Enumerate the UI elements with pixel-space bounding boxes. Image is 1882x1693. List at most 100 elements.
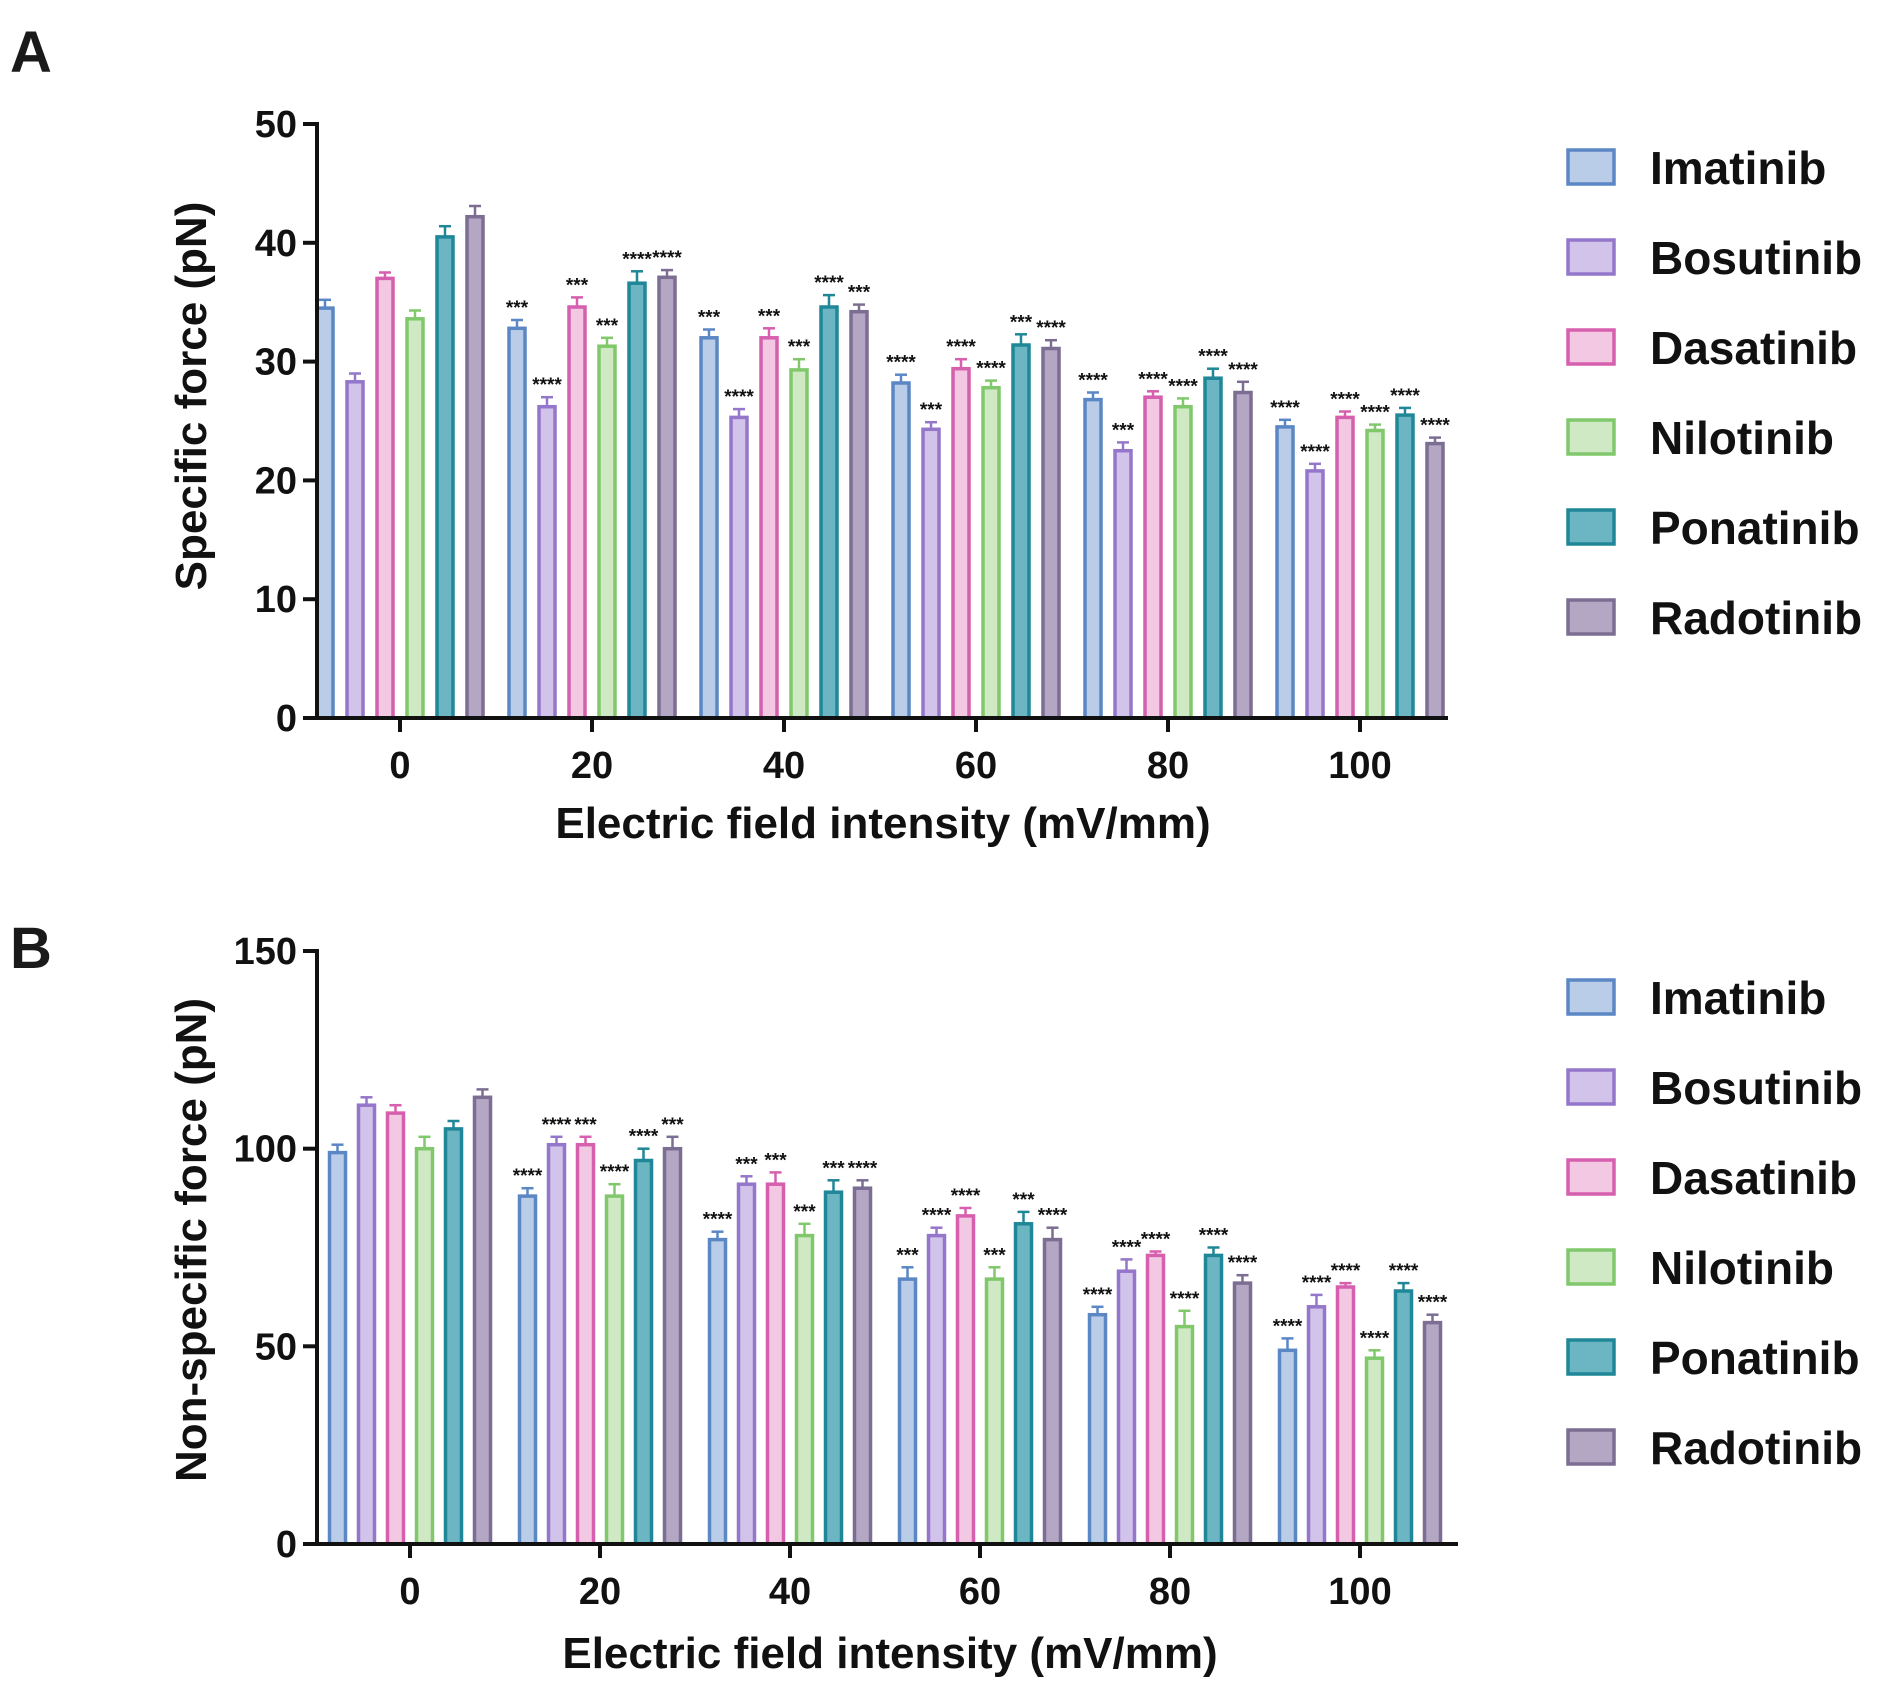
panel-b-sig-nilotinib-20: **** <box>600 1162 630 1183</box>
panel-a-legend-swatch-dasatinib <box>1566 328 1616 366</box>
panel-b-bar-dasatinib-40 <box>765 1182 786 1546</box>
panel-a-bar-ponatinib-60 <box>1011 343 1031 720</box>
panel-a-legend-item-bosutinib: Bosutinib <box>1566 232 1862 284</box>
panel-b-error-bar-ponatinib-20 <box>637 1147 650 1161</box>
panel-b-sig-bosutinib-40: *** <box>735 1154 758 1175</box>
panel-b-error-bar-bosutinib-60 <box>930 1226 943 1236</box>
panel-a-sig-bosutinib-20: **** <box>532 375 562 396</box>
panel-a-error-bar-dasatinib-80 <box>1147 390 1159 398</box>
panel-a-sig-dasatinib-20: *** <box>566 275 589 296</box>
panel-b-sig-ponatinib-40: *** <box>822 1158 845 1179</box>
panel-a-legend-label-ponatinib: Ponatinib <box>1650 502 1860 554</box>
panel-b-bar-nilotinib-80 <box>1174 1324 1195 1546</box>
panel-b-error-bar-nilotinib-100 <box>1368 1349 1381 1359</box>
panel-a-error-bar-ponatinib-0 <box>439 224 451 237</box>
panel-b-sig-imatinib-20: **** <box>513 1166 543 1187</box>
panel-a-error-bar-ponatinib-40 <box>823 293 835 307</box>
panel-b-y-tick-label-0: 0 <box>276 1524 297 1566</box>
panel-b-sig-radotinib-20: *** <box>661 1115 684 1136</box>
panel-b-bar-bosutinib-80 <box>1116 1269 1137 1546</box>
panel-a-bar-radotinib-0 <box>465 214 485 720</box>
panel-b-bar-ponatinib-100 <box>1393 1289 1414 1546</box>
panel-a-legend-swatch-nilotinib <box>1566 418 1616 456</box>
panel-b-sig-nilotinib-80: **** <box>1170 1289 1200 1310</box>
panel-a-sig-nilotinib-100: **** <box>1360 403 1390 424</box>
panel-a-error-bar-imatinib-60 <box>895 373 907 383</box>
panel-b-bar-dasatinib-100 <box>1335 1285 1356 1546</box>
panel-b-legend-swatch-radotinib <box>1566 1428 1616 1466</box>
panel-b-x-tick-label-100: 100 <box>1328 1571 1391 1613</box>
panel-a-error-bar-radotinib-40 <box>853 303 865 312</box>
panel-a-bar-nilotinib-20 <box>597 344 617 720</box>
panel-a-sig-bosutinib-40: **** <box>724 387 754 408</box>
panel-b-error-bar-bosutinib-100 <box>1310 1293 1323 1307</box>
panel-a-error-bar-nilotinib-20 <box>601 336 613 347</box>
panel-a-bar-imatinib-0 <box>315 306 335 720</box>
panel-b-sig-dasatinib-20: *** <box>574 1115 597 1136</box>
panel-a-bar-imatinib-60 <box>891 381 911 720</box>
panel-b-bar-imatinib-40 <box>707 1237 728 1546</box>
panel-b-sig-nilotinib-60: *** <box>983 1245 1006 1266</box>
panel-b-error-bar-nilotinib-40 <box>798 1222 811 1236</box>
panel-b-bar-bosutinib-100 <box>1306 1305 1327 1546</box>
panel-b-bar-ponatinib-80 <box>1203 1253 1224 1546</box>
panel-a-error-bar-bosutinib-20 <box>541 395 553 407</box>
panel-b-bar-nilotinib-100 <box>1364 1356 1385 1546</box>
panel-b-bar-ponatinib-40 <box>823 1190 844 1546</box>
panel-b-error-bar-radotinib-0 <box>476 1088 489 1098</box>
panel-a-sig-imatinib-80: **** <box>1078 371 1108 392</box>
panel-b-sig-radotinib-40: **** <box>848 1158 878 1179</box>
panel-a-legend-item-imatinib: Imatinib <box>1566 142 1826 194</box>
panel-b-sig-nilotinib-100: **** <box>1360 1328 1390 1349</box>
panel-a-x-tick-label-0: 0 <box>389 745 410 787</box>
panel-b-bar-bosutinib-20 <box>546 1142 567 1546</box>
panel-a-error-bar-dasatinib-20 <box>571 296 583 307</box>
panel-a-error-bar-radotinib-20 <box>661 268 673 278</box>
panel-a-y-tick-label-40: 40 <box>255 223 297 265</box>
panel-b-sig-bosutinib-100: **** <box>1302 1273 1332 1294</box>
panel-b-bar-ponatinib-20 <box>633 1158 654 1546</box>
panel-b-error-bar-bosutinib-40 <box>740 1175 753 1185</box>
panel-a-bar-bosutinib-0 <box>345 380 365 720</box>
panel-b-error-bar-ponatinib-80 <box>1207 1246 1220 1256</box>
panel-b-error-bar-radotinib-60 <box>1046 1226 1059 1240</box>
panel-a-bar-nilotinib-60 <box>981 385 1001 720</box>
panel-b-legend-item-bosutinib: Bosutinib <box>1566 1062 1862 1114</box>
panel-b-error-bar-radotinib-100 <box>1426 1313 1439 1323</box>
panel-a-error-bar-nilotinib-100 <box>1369 423 1381 431</box>
panel-b-bar-radotinib-20 <box>662 1146 683 1546</box>
panel-b-error-bar-nilotinib-0 <box>418 1135 431 1149</box>
panel-b-legend-label-ponatinib: Ponatinib <box>1650 1332 1860 1384</box>
panel-a-bar-bosutinib-40 <box>729 415 749 720</box>
panel-b-legend-label-nilotinib: Nilotinib <box>1650 1242 1834 1294</box>
panel-a-legend: Imatinib Bosutinib Dasatinib Nilotinib Ponat… <box>1566 142 1862 644</box>
panel-a-letter: A <box>10 20 52 85</box>
panel-a-error-bar-imatinib-100 <box>1279 418 1291 427</box>
panel-b-legend-item-radotinib: Radotinib <box>1566 1422 1862 1474</box>
panel-a-bar-nilotinib-0 <box>405 317 425 720</box>
panel-b-sig-ponatinib-60: *** <box>1012 1190 1035 1211</box>
panel-b-bar-nilotinib-0 <box>414 1146 435 1546</box>
panel-b-bar-imatinib-60 <box>897 1277 918 1546</box>
panel-b-legend-label-imatinib: Imatinib <box>1650 972 1826 1024</box>
panel-a-error-bar-dasatinib-40 <box>763 327 775 338</box>
panel-a-sig-ponatinib-80: **** <box>1198 347 1228 368</box>
panel-a-error-bar-imatinib-0 <box>319 298 331 309</box>
panel-a-error-bar-nilotinib-0 <box>409 309 421 319</box>
panel-a-y-tick-label-10: 10 <box>255 579 297 621</box>
panel-b-sig-imatinib-40: **** <box>703 1210 733 1231</box>
panel-a-bar-radotinib-80 <box>1233 390 1253 720</box>
panel-b-error-bar-dasatinib-80 <box>1149 1250 1162 1256</box>
panel-a-legend-label-imatinib: Imatinib <box>1650 142 1826 194</box>
panel-a-bar-ponatinib-0 <box>435 235 455 720</box>
panel-a-bar-nilotinib-40 <box>789 368 809 720</box>
panel-a-sig-nilotinib-40: *** <box>788 337 811 358</box>
panel-a-bar-ponatinib-40 <box>819 305 839 720</box>
panel-a-y-tick-label-50: 50 <box>255 104 297 146</box>
panel-a-legend-label-dasatinib: Dasatinib <box>1650 322 1857 374</box>
panel-a-legend-swatch-imatinib <box>1566 148 1616 186</box>
panel-a-sig-imatinib-60: **** <box>886 353 916 374</box>
panel-b-error-bar-bosutinib-20 <box>550 1135 563 1145</box>
panel-b-y-tick-label-150: 150 <box>234 931 297 973</box>
panel-a-error-bar-dasatinib-100 <box>1339 410 1351 418</box>
